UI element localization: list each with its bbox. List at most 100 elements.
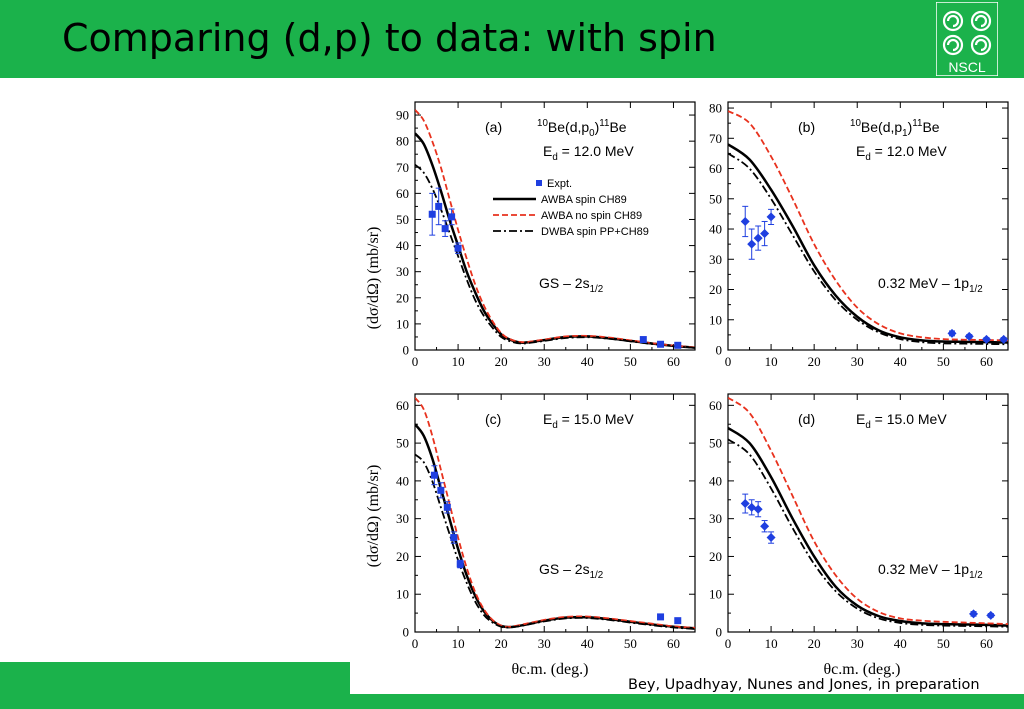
legend: Expt. AWBA spin CH89 AWBA no spin CH89 D…	[493, 178, 649, 238]
state-label: 0.32 MeV – 1p1/2	[878, 275, 983, 295]
x-tick-label: 20	[808, 636, 821, 651]
x-tick-label: 0	[412, 354, 419, 369]
x-tick-label: 60	[980, 636, 993, 651]
plot-frame	[727, 393, 1009, 633]
data-point	[441, 225, 449, 233]
panel-label: (a)	[485, 119, 502, 135]
legend-label-expt: Expt.	[547, 178, 572, 190]
plot-series-group	[415, 397, 695, 630]
energy-label: Ed = 12.0 MeV	[543, 143, 634, 163]
series-line-solid	[728, 143, 1008, 344]
x-tick-label: 20	[495, 354, 508, 369]
legend-label-dwba-spin: DWBA spin PP+CH89	[541, 226, 649, 238]
y-tick-label: 10	[709, 312, 722, 327]
energy-label: Ed = 15.0 MeV	[856, 411, 947, 431]
x-tick-label: 50	[624, 354, 637, 369]
data-point	[674, 341, 682, 349]
panel-label: (b)	[798, 119, 815, 135]
x-tick-label: 50	[937, 354, 950, 369]
y-tick-label: 20	[709, 282, 722, 297]
data-point	[969, 609, 979, 619]
x-tick-label: 10	[452, 354, 465, 369]
plot-series-group	[728, 397, 1008, 628]
data-point	[766, 533, 776, 543]
y-tick-label: 20	[396, 549, 409, 564]
y-tick-label: 40	[709, 222, 722, 237]
data-point	[657, 613, 665, 621]
data-point	[430, 471, 438, 479]
plot-frame	[414, 393, 696, 633]
x-axis-label-left: θc.m. (deg.)	[512, 661, 589, 678]
x-tick-label: 50	[624, 636, 637, 651]
y-tick-label: 30	[709, 511, 722, 526]
figure-panel: (dσ/dΩ) (mb/sr) (dσ/dΩ) (mb/sr) θc.m. (d…	[350, 78, 1024, 694]
plot-frame	[414, 101, 696, 351]
legend-marker-expt	[536, 180, 542, 186]
y-tick-label: 0	[716, 625, 723, 640]
plot-frame	[727, 101, 1009, 351]
plot-series-group	[415, 109, 695, 349]
series-line-dashdot	[415, 163, 695, 349]
series-line-dashed	[415, 397, 695, 629]
x-tick-label: 0	[725, 354, 732, 369]
data-point	[639, 336, 647, 344]
y-axis-label-top: (dσ/dΩ) (mb/sr)	[365, 227, 382, 330]
x-tick-label: 30	[851, 636, 864, 651]
x-tick-label: 20	[808, 354, 821, 369]
y-tick-label: 10	[396, 587, 409, 602]
x-axis-label-right: θc.m. (deg.)	[824, 661, 901, 678]
data-point	[753, 504, 763, 514]
x-tick-label: 40	[581, 636, 594, 651]
data-point	[740, 499, 750, 509]
data-point	[760, 229, 770, 239]
data-point	[964, 331, 974, 341]
energy-label: Ed = 15.0 MeV	[543, 411, 634, 431]
x-tick-label: 30	[538, 354, 551, 369]
x-tick-label: 60	[667, 354, 680, 369]
series-line-dashed	[415, 109, 695, 349]
plot-panel-d: 0 10 20 30 40 50 60 0 10 20 30 40 50 60 (d) Ed = 15.0 M…	[709, 393, 1009, 651]
y-tick-label: 50	[396, 436, 409, 451]
y-tick-label: 50	[396, 212, 409, 227]
reaction-label: 10Be(d,p1)11Be	[850, 118, 940, 139]
series-line-solid	[415, 132, 695, 349]
x-tick-label: 10	[452, 636, 465, 651]
data-point	[947, 328, 957, 338]
y-tick-label: 10	[709, 587, 722, 602]
legend-label-awba-nospin: AWBA no spin CH89	[541, 210, 642, 222]
plot-panel-b: 0 10 20 30 40 50 60 0 10 20 30 40 50 60 70 80 (b) 10Be(d,…	[709, 101, 1009, 369]
footer-band-right	[350, 694, 1024, 709]
data-point	[981, 334, 991, 344]
y-tick-label: 40	[396, 238, 409, 253]
footer-band-left	[0, 662, 350, 709]
x-tick-label: 40	[894, 636, 907, 651]
y-tick-label: 20	[396, 290, 409, 305]
data-point	[986, 610, 996, 620]
panel-label: (c)	[485, 411, 501, 427]
data-point	[657, 340, 665, 348]
data-point	[428, 210, 436, 218]
x-tick-label: 0	[725, 636, 732, 651]
series-line-dashdot	[728, 152, 1008, 346]
reaction-label: 10Be(d,p0)11Be	[537, 118, 627, 139]
data-point	[456, 560, 464, 568]
x-tick-label: 0	[412, 636, 419, 651]
y-tick-label: 60	[396, 186, 409, 201]
data-point	[766, 212, 776, 222]
y-tick-label: 40	[709, 473, 722, 488]
data-point	[674, 617, 682, 625]
series-line-solid	[415, 423, 695, 630]
data-point	[450, 534, 458, 542]
y-tick-label: 60	[709, 398, 722, 413]
x-tick-label: 50	[937, 636, 950, 651]
logo-text: NSCL	[948, 59, 986, 75]
data-point	[760, 521, 770, 531]
y-tick-label: 10	[396, 316, 409, 331]
data-point	[437, 486, 445, 494]
y-tick-label: 30	[396, 511, 409, 526]
y-tick-label: 0	[716, 343, 723, 358]
plot-series-group	[728, 110, 1008, 346]
x-tick-label: 10	[765, 636, 778, 651]
y-tick-label: 80	[396, 134, 409, 149]
plot-panel-c: 0 10 20 30 40 50 60 0 10 20 30 40 50 60 (c) Ed = 15.0 M…	[396, 393, 696, 651]
